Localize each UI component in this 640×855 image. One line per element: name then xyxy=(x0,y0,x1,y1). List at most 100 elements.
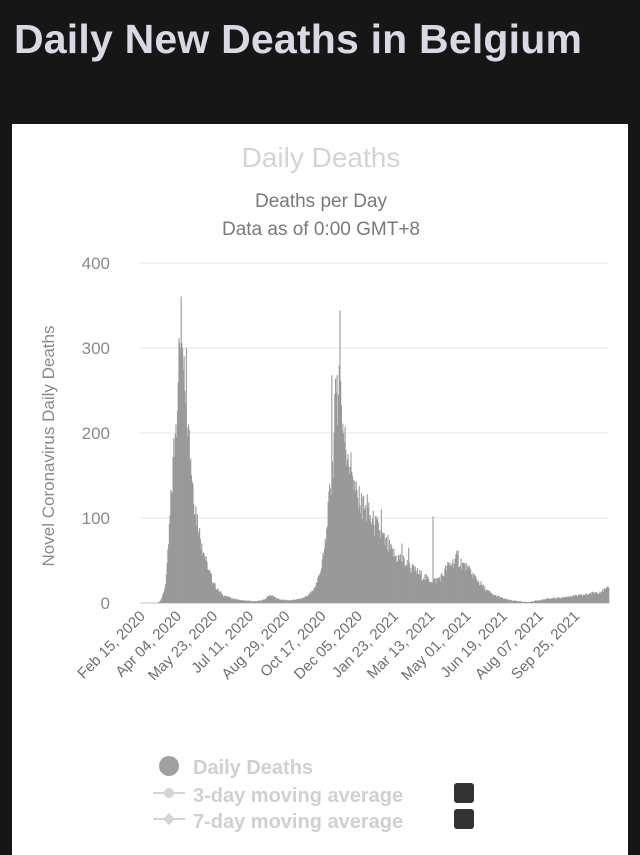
daily-bar xyxy=(475,576,477,603)
daily-bar xyxy=(268,595,270,603)
daily-bar xyxy=(277,598,279,603)
daily-bar xyxy=(459,565,461,603)
daily-bar xyxy=(302,597,304,603)
daily-bar xyxy=(291,600,293,603)
daily-bar xyxy=(320,571,322,603)
daily-bar xyxy=(164,587,166,603)
daily-bar xyxy=(289,600,291,603)
daily-bar xyxy=(208,569,210,603)
daily-bar xyxy=(162,595,164,603)
daily-bar xyxy=(571,596,573,603)
daily-bar xyxy=(524,601,526,603)
daily-bar xyxy=(364,508,366,603)
daily-bar xyxy=(243,600,245,603)
daily-bar xyxy=(495,597,498,603)
daily-bar xyxy=(261,600,263,603)
daily-bar xyxy=(351,475,354,603)
legend-toggle-box[interactable] xyxy=(454,809,474,829)
daily-bar xyxy=(414,570,416,603)
daily-bar xyxy=(473,574,475,603)
y-tick-label: 0 xyxy=(101,594,110,613)
daily-bar xyxy=(471,578,473,603)
daily-bar xyxy=(422,580,424,603)
daily-bar xyxy=(449,562,451,603)
daily-bar xyxy=(377,517,379,603)
daily-bar xyxy=(298,599,300,603)
daily-bar xyxy=(538,600,540,603)
daily-bar xyxy=(468,565,470,603)
daily-bar xyxy=(529,601,531,603)
daily-bar xyxy=(450,565,453,603)
daily-bar xyxy=(180,296,182,603)
legend-toggle-box[interactable] xyxy=(454,783,474,803)
daily-bar xyxy=(445,571,447,603)
daily-bar xyxy=(467,567,470,603)
daily-bar xyxy=(216,589,218,603)
daily-bar xyxy=(221,594,223,603)
daily-bar xyxy=(410,567,412,603)
daily-bar xyxy=(354,480,356,603)
daily-bar xyxy=(182,369,184,603)
daily-bar xyxy=(357,497,359,603)
daily-bar xyxy=(394,555,396,603)
daily-bar xyxy=(417,574,419,603)
daily-bar xyxy=(326,526,328,603)
daily-bar xyxy=(492,594,494,603)
daily-bar xyxy=(376,519,378,603)
daily-bar xyxy=(523,601,525,603)
daily-bar xyxy=(312,591,314,603)
daily-bar xyxy=(486,589,488,603)
daily-bar xyxy=(483,588,485,603)
daily-bar xyxy=(555,598,557,603)
daily-bar xyxy=(361,519,363,603)
daily-bar xyxy=(293,599,295,603)
daily-bar xyxy=(234,598,236,603)
daily-bar xyxy=(320,568,323,603)
legend-item[interactable]: 7-day moving average xyxy=(153,809,474,833)
daily-bar xyxy=(455,554,457,603)
daily-bar xyxy=(589,593,591,603)
daily-bar xyxy=(458,567,460,603)
daily-bar xyxy=(344,426,346,603)
daily-bar xyxy=(431,582,433,603)
daily-bar xyxy=(593,593,595,603)
daily-bar xyxy=(229,597,231,603)
daily-bar xyxy=(480,581,482,603)
daily-bar xyxy=(484,591,487,603)
daily-bar xyxy=(228,597,230,603)
daily-bar xyxy=(552,597,554,603)
daily-bar xyxy=(606,586,608,603)
legend[interactable]: Daily Deaths 3-day moving average 7-day mo… xyxy=(153,756,474,833)
daily-bar xyxy=(374,535,376,603)
daily-bar xyxy=(219,591,221,603)
daily-bar xyxy=(569,596,571,603)
daily-bar xyxy=(281,599,283,603)
daily-bar xyxy=(254,601,256,603)
daily-bar xyxy=(579,594,581,603)
legend-item[interactable]: 3-day moving average xyxy=(153,783,474,807)
daily-bar xyxy=(544,598,546,603)
daily-bar xyxy=(439,577,441,603)
daily-bar xyxy=(265,599,267,603)
daily-bar xyxy=(498,596,500,603)
daily-bar xyxy=(456,551,458,603)
daily-bar xyxy=(399,559,401,603)
daily-bar xyxy=(419,574,422,603)
legend-item[interactable]: Daily Deaths xyxy=(159,756,313,779)
daily-bar xyxy=(423,580,425,603)
daily-bar xyxy=(433,578,436,603)
daily-bar xyxy=(378,530,380,603)
daily-bar xyxy=(607,586,609,603)
daily-bar xyxy=(464,570,467,603)
daily-bar xyxy=(494,594,496,603)
daily-bar xyxy=(335,392,337,603)
daily-bar xyxy=(301,598,303,603)
daily-bar xyxy=(352,479,354,603)
daily-bar xyxy=(383,533,385,603)
daily-bar xyxy=(284,599,286,603)
daily-bar xyxy=(564,597,566,603)
daily-bar xyxy=(386,549,388,603)
daily-bar xyxy=(292,600,294,603)
daily-bar xyxy=(294,599,296,603)
daily-bar xyxy=(314,587,316,603)
